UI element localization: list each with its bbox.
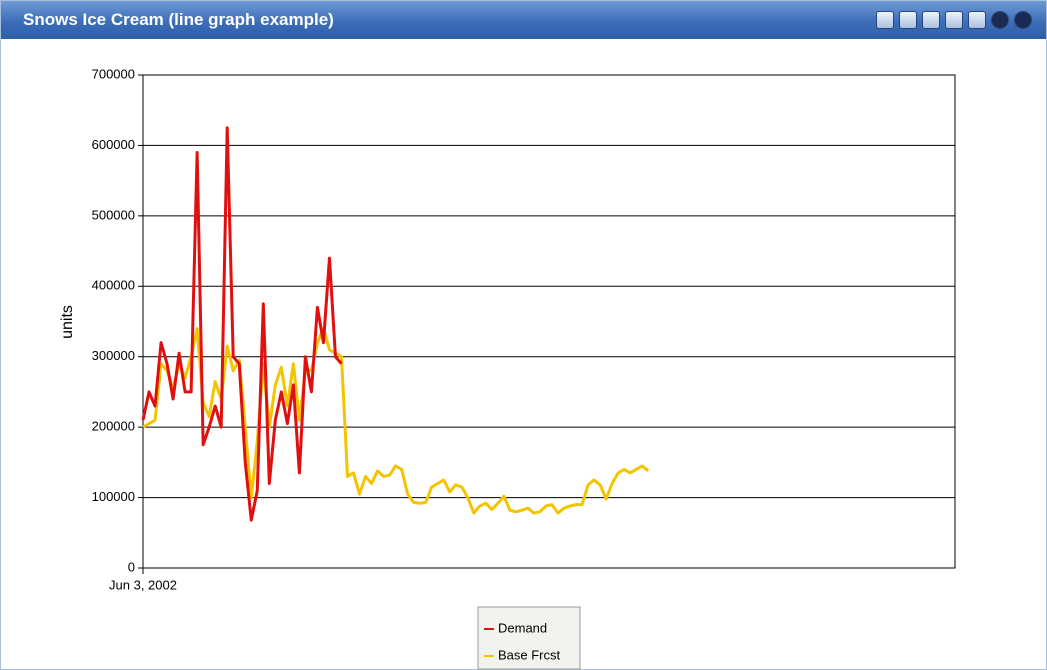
delete-button[interactable] [968, 11, 986, 29]
y-tick-label: 500000 [92, 207, 135, 222]
y-tick-label: 400000 [92, 278, 135, 293]
data-line [141, 126, 343, 522]
minimize-button[interactable] [991, 11, 1009, 29]
refresh-button[interactable] [876, 11, 894, 29]
y-axis-label: units [59, 305, 76, 339]
info-button[interactable] [922, 11, 940, 29]
y-tick-label: 700000 [92, 66, 135, 81]
y-tick-label: 300000 [92, 348, 135, 363]
toolbar [876, 11, 1032, 29]
legend-box [477, 606, 581, 670]
y-tick-label: 0 [128, 559, 135, 574]
data-line [142, 327, 650, 515]
plot-area [142, 74, 956, 569]
y-tick-label: 100000 [92, 489, 135, 504]
edit-button[interactable] [945, 11, 963, 29]
legend-label: Demand [498, 620, 547, 635]
legend-label: Base Frcst [498, 647, 561, 662]
search-button[interactable] [899, 11, 917, 29]
window-title: Snows Ice Cream (line graph example) [23, 10, 334, 29]
title-bar: Snows Ice Cream (line graph example) [1, 1, 1046, 39]
x-tick-label: Jun 3, 2002 [109, 577, 177, 592]
close-button[interactable] [1014, 11, 1032, 29]
y-tick-label: 600000 [92, 137, 135, 152]
y-tick-label: 200000 [92, 419, 135, 434]
